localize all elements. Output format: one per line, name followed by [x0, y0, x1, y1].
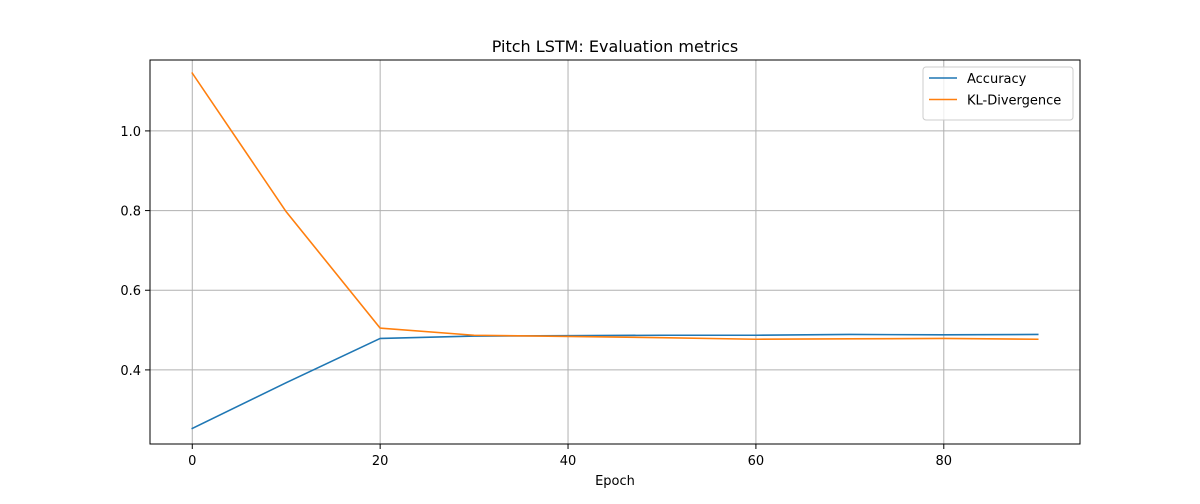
series-line-accuracy	[191, 333, 1039, 430]
x-tick-label: 0	[188, 454, 196, 469]
x-tick-label: 40	[560, 454, 577, 469]
x-axis-ticks: 0 20 40 60 80	[188, 444, 952, 469]
plot-frame	[149, 59, 1081, 445]
y-axis-ticks: 0.4 0.6 0.8 1.0	[120, 125, 150, 379]
x-axis-label: Epoch	[595, 474, 635, 489]
series-line-kl-divergence	[191, 72, 1039, 341]
y-tick-label: 0.8	[120, 205, 141, 220]
legend-label: Accuracy	[967, 72, 1027, 87]
x-tick-label: 80	[936, 454, 953, 469]
chart-title: Pitch LSTM: Evaluation metrics	[492, 37, 739, 56]
x-tick-label: 20	[372, 454, 389, 469]
legend-label: KL-Divergence	[967, 94, 1061, 109]
legend: Accuracy KL-Divergence	[922, 66, 1074, 121]
series-layer	[191, 72, 1039, 430]
grid	[150, 60, 1080, 444]
y-tick-label: 0.6	[120, 284, 141, 299]
y-tick-label: 0.4	[120, 364, 141, 379]
x-tick-label: 60	[748, 454, 765, 469]
legend-box	[922, 66, 1074, 121]
y-tick-label: 1.0	[120, 125, 141, 140]
